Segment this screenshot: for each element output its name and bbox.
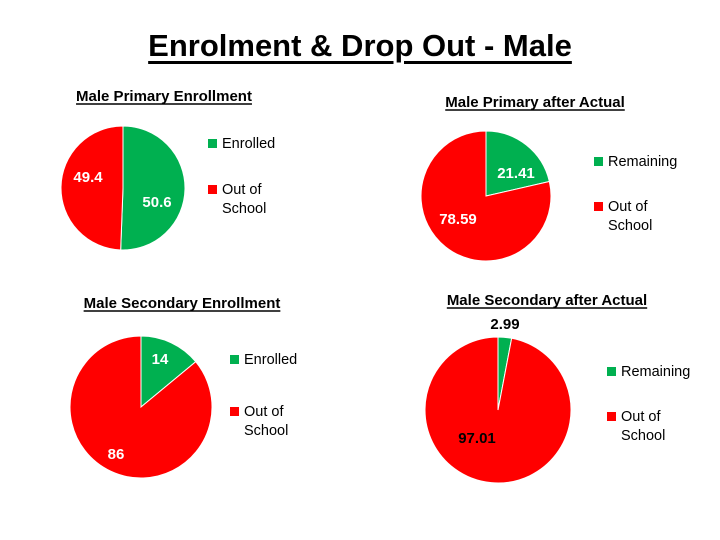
legend-label-out-of-school: Out of [621, 409, 661, 425]
legend-label-out-of-school: Out of [222, 182, 262, 198]
legend-label-out-of-school: Out of [244, 404, 284, 420]
data-label-remaining: 21.41 [497, 165, 535, 182]
male-primary-enrollment: Male Primary Enrollment 50.6 49.4 Enrolled O… [60, 88, 275, 251]
legend-label-out-of-school: School [222, 201, 266, 217]
legend-label-enrolled: Enrolled [222, 136, 275, 152]
male-secondary-after-actual: Male Secondary after Actual 2.99 97.01 Rema… [424, 292, 690, 484]
data-label-remaining: 2.99 [490, 316, 519, 333]
pie-slice-enrolled [120, 125, 186, 251]
chart-title: Male Secondary after Actual [447, 292, 647, 309]
legend-swatch-out-of-school [208, 185, 217, 194]
legend-label-remaining: Remaining [608, 154, 677, 170]
legend-label-out-of-school: Out of [608, 199, 648, 215]
chart-title: Male Primary Enrollment [76, 88, 252, 105]
legend-label-out-of-school: School [244, 423, 288, 439]
legend-label-out-of-school: School [608, 218, 652, 234]
pie-slice-out-of-school [60, 125, 124, 251]
pie-slice-out-of-school [424, 336, 572, 484]
legend-swatch-out-of-school [230, 407, 239, 416]
data-label-enrolled: 50.6 [142, 194, 171, 211]
male-primary-after-actual: Male Primary after Actual 21.41 78.59 Remai… [420, 94, 677, 262]
data-label-out-of-school: 49.4 [73, 169, 103, 186]
legend-swatch-out-of-school [594, 202, 603, 211]
legend-label-out-of-school: School [621, 428, 665, 444]
male-secondary-enrollment: Male Secondary Enrollment 14 86 Enrolled Out… [69, 295, 297, 479]
chart-title: Male Primary after Actual [445, 94, 625, 111]
data-label-enrolled: 14 [152, 351, 169, 368]
pie-slice-remaining [485, 130, 550, 197]
data-label-out-of-school: 86 [108, 446, 125, 463]
pie-slice-out-of-school [69, 335, 213, 479]
legend-swatch-enrolled [230, 355, 239, 364]
pie-slice-out-of-school [420, 130, 552, 262]
slide-title: Enrolment & Drop Out - Male [0, 28, 720, 64]
legend-label-enrolled: Enrolled [244, 352, 297, 368]
legend-swatch-remaining [594, 157, 603, 166]
legend-swatch-out-of-school [607, 412, 616, 421]
data-label-out-of-school: 78.59 [439, 211, 477, 228]
legend-swatch-enrolled [208, 139, 217, 148]
pie-slice-enrolled [140, 335, 197, 409]
slide-title-text: Enrolment & Drop Out - Male [148, 28, 572, 63]
legend-swatch-remaining [607, 367, 616, 376]
chart-title: Male Secondary Enrollment [84, 295, 281, 312]
data-label-out-of-school: 97.01 [458, 430, 496, 447]
legend-label-remaining: Remaining [621, 364, 690, 380]
